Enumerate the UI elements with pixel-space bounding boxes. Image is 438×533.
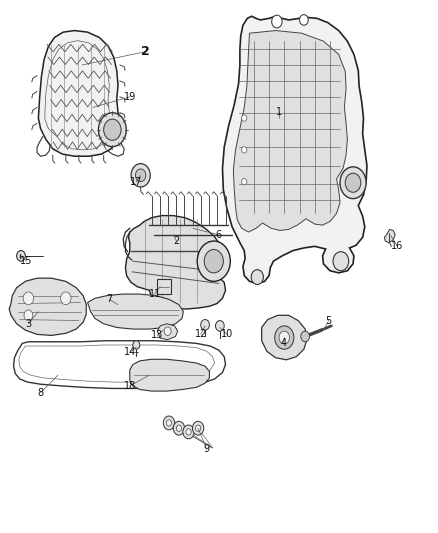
Circle shape	[17, 251, 25, 261]
Text: 14: 14	[124, 348, 136, 358]
Circle shape	[192, 421, 204, 435]
Text: 8: 8	[38, 387, 44, 398]
Polygon shape	[261, 316, 307, 360]
Text: 5: 5	[325, 316, 332, 326]
FancyBboxPatch shape	[157, 279, 171, 294]
Circle shape	[333, 252, 349, 271]
Polygon shape	[157, 324, 178, 340]
Circle shape	[60, 292, 71, 305]
Text: 2: 2	[173, 236, 180, 246]
Circle shape	[166, 419, 172, 426]
Circle shape	[104, 119, 121, 140]
Circle shape	[279, 331, 290, 344]
Text: 13: 13	[151, 330, 163, 341]
Circle shape	[345, 173, 361, 192]
Circle shape	[135, 169, 146, 182]
Polygon shape	[125, 216, 226, 309]
Circle shape	[164, 327, 171, 335]
Circle shape	[99, 113, 126, 147]
Polygon shape	[233, 30, 347, 232]
Text: 19: 19	[124, 92, 136, 102]
Circle shape	[242, 179, 247, 185]
Text: 10: 10	[221, 329, 233, 340]
Circle shape	[242, 115, 247, 121]
Text: 9: 9	[204, 445, 210, 455]
Circle shape	[301, 331, 310, 342]
Text: 2: 2	[141, 45, 149, 58]
Circle shape	[251, 270, 263, 285]
Polygon shape	[9, 278, 86, 335]
Polygon shape	[39, 30, 119, 156]
Circle shape	[186, 429, 191, 435]
Circle shape	[183, 425, 194, 439]
Text: 16: 16	[391, 241, 403, 252]
Polygon shape	[223, 16, 367, 284]
Circle shape	[340, 167, 366, 199]
Text: 1: 1	[276, 107, 282, 117]
Circle shape	[300, 14, 308, 25]
Polygon shape	[385, 229, 395, 243]
Text: 18: 18	[124, 381, 136, 391]
Circle shape	[177, 425, 182, 431]
Circle shape	[242, 147, 247, 153]
Text: 12: 12	[194, 329, 207, 340]
Circle shape	[163, 416, 175, 430]
Text: 7: 7	[106, 294, 113, 304]
Circle shape	[204, 249, 223, 273]
Circle shape	[173, 421, 185, 435]
Circle shape	[24, 310, 33, 320]
Text: 15: 15	[21, 256, 33, 266]
Circle shape	[131, 164, 150, 187]
Text: 3: 3	[25, 319, 32, 329]
Circle shape	[215, 320, 224, 331]
Circle shape	[275, 326, 294, 349]
Text: 11: 11	[148, 289, 161, 299]
Polygon shape	[130, 359, 209, 391]
Circle shape	[197, 241, 230, 281]
Circle shape	[195, 425, 201, 431]
Circle shape	[23, 292, 34, 305]
Text: 6: 6	[215, 230, 221, 240]
Circle shape	[201, 319, 209, 330]
Text: 4: 4	[280, 338, 286, 349]
Polygon shape	[88, 294, 184, 329]
Circle shape	[133, 341, 140, 349]
Text: 17: 17	[130, 176, 142, 187]
Circle shape	[272, 15, 282, 28]
